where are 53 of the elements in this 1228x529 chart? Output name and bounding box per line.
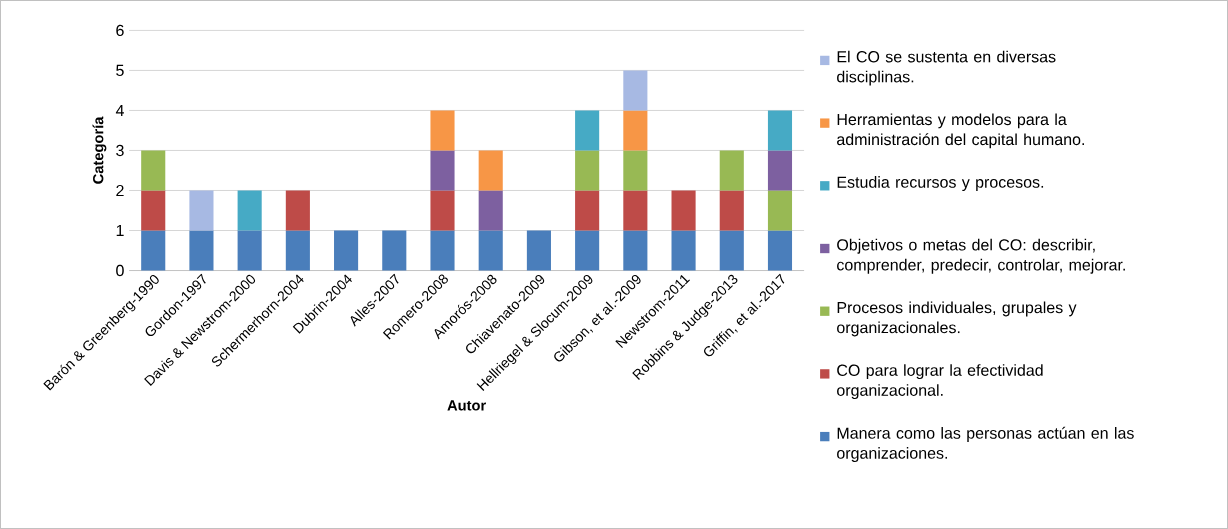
bar: [767, 110, 793, 151]
y-tick-label: 3: [116, 144, 124, 157]
y-tick-label: 0: [116, 264, 124, 277]
bar: [767, 190, 793, 231]
bar: [575, 110, 600, 151]
legend-label: CO para lograr la efectividad organizacional.: [837, 364, 1043, 400]
bar: [575, 230, 600, 271]
bar: [575, 150, 600, 191]
y-axis-title: Categoría: [92, 116, 107, 184]
legend-label: Herramientas y modelos para la administración del capital humano.: [837, 113, 1084, 149]
bar: [141, 230, 166, 271]
legend-label: El CO se sustenta en diversas disciplinas.: [837, 50, 1056, 86]
bar: [478, 150, 503, 191]
bar: [623, 70, 648, 111]
x-axis-title: Autor: [447, 400, 486, 411]
bar: [623, 110, 648, 151]
y-tick-label: 2: [116, 184, 124, 197]
bar: [623, 190, 648, 231]
bar: [767, 150, 793, 191]
bar: [526, 230, 551, 271]
bar: [382, 230, 407, 271]
y-tick-label: 1: [116, 224, 124, 236]
bar: [767, 230, 793, 271]
bar: [285, 190, 310, 231]
bar: [237, 190, 262, 231]
legend-label: Objetivos o metas del CO: describir, comprender, predecir, controlar, mejorar.: [837, 238, 1125, 274]
bar: [719, 150, 744, 191]
bar: [478, 190, 503, 231]
legend-label: Estudia recursos y procesos.: [837, 176, 1044, 191]
y-tick-label: 5: [116, 64, 124, 76]
bar: [285, 230, 310, 271]
bar: [719, 230, 744, 271]
y-tick-label: 6: [116, 24, 124, 37]
bar: [623, 230, 648, 271]
legend-label: Manera como las personas actúan en las organizaciones.: [837, 426, 1134, 462]
bar: [141, 190, 166, 231]
y-tick-label: 4: [115, 104, 124, 116]
bar: [189, 190, 214, 231]
legend-label: Procesos individuales, grupales y organizacionales.: [837, 301, 1077, 337]
bar: [237, 230, 262, 271]
bar: [671, 230, 696, 271]
bar: [478, 230, 503, 271]
bar: [430, 150, 455, 191]
bar: [430, 230, 455, 271]
bar: [430, 190, 455, 231]
bar: [671, 190, 696, 231]
bar: [430, 110, 455, 151]
bar: [334, 230, 359, 271]
bar: [189, 230, 214, 271]
bar: [623, 150, 648, 191]
bar: [719, 190, 744, 231]
bar: [141, 150, 166, 191]
bar: [575, 190, 600, 231]
